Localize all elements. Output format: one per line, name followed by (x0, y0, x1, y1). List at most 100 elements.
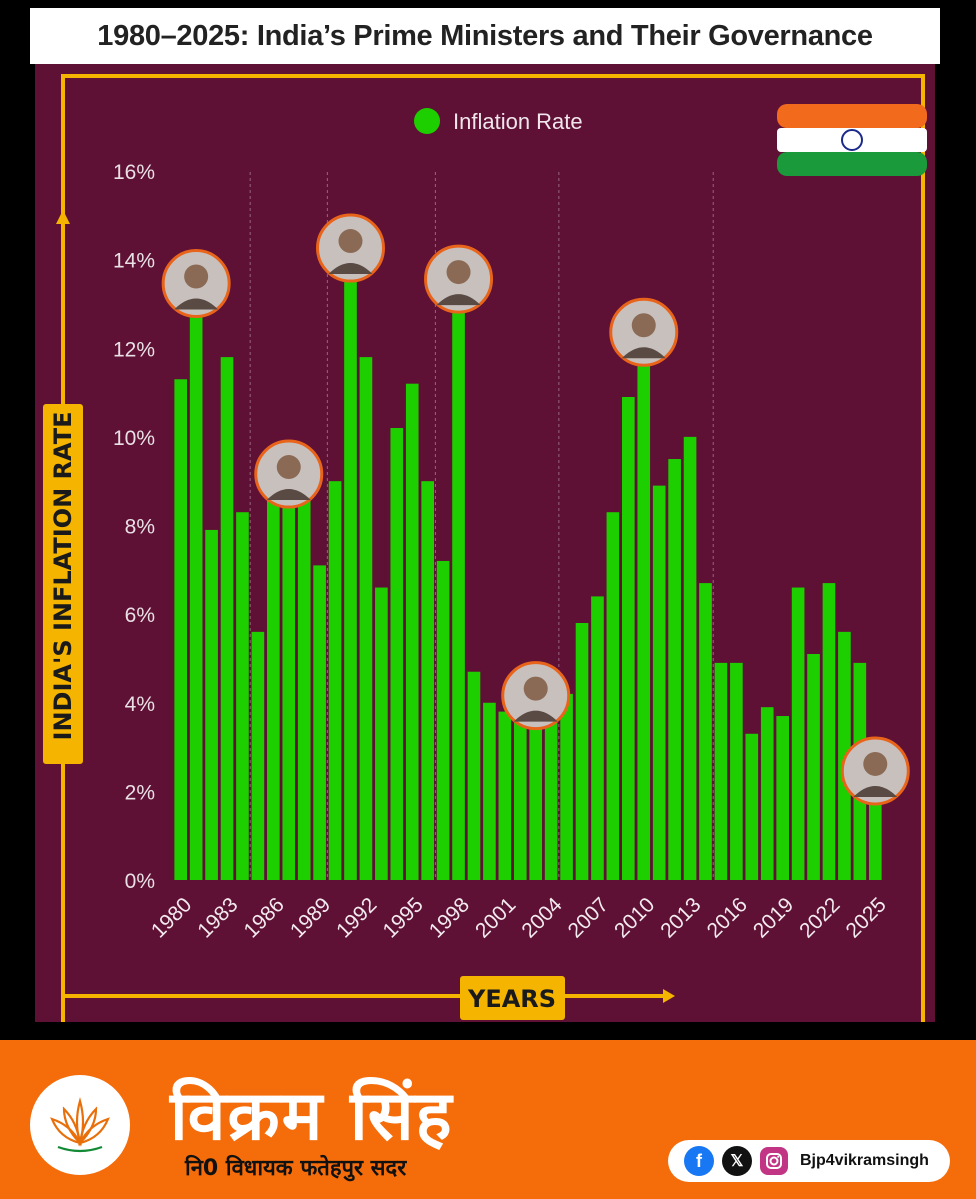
y-tick-label: 6% (125, 604, 155, 627)
bar-2010 (637, 348, 651, 880)
x-tick-label: 1998 (425, 893, 474, 942)
x-tick-label: 2016 (703, 893, 752, 942)
pm-portrait-face-6 (631, 313, 656, 338)
bar-2004 (544, 711, 558, 880)
footer-banner: विक्रम सिंह नि0 विधायक फतेहपुर सदर f 𝕏 B… (0, 1040, 976, 1199)
bar-1988 (297, 463, 311, 880)
lotus-logo (30, 1075, 130, 1175)
y-tick-label: 14% (113, 250, 155, 273)
bar-2011 (652, 485, 666, 880)
pm-portrait-shoulders-5 (513, 710, 558, 722)
flag-chakra-icon (841, 129, 863, 151)
x-tick-label: 1980 (147, 893, 196, 942)
bar-2002 (513, 689, 527, 880)
bar-2013 (683, 436, 697, 880)
facebook-icon[interactable]: f (684, 1146, 714, 1176)
bar-1993 (375, 587, 388, 880)
y-tick-label: 12% (113, 338, 155, 361)
pm-portrait-shoulders-1 (174, 298, 219, 310)
x-icon[interactable]: 𝕏 (722, 1146, 752, 1176)
bar-1980 (174, 379, 188, 880)
pm-portrait-face-3 (338, 229, 363, 254)
x-axis-arrowhead (663, 989, 675, 1003)
bar-2017 (745, 733, 759, 880)
x-tick-label: 2004 (517, 893, 567, 943)
bar-2020 (791, 587, 805, 880)
flag-green-band (777, 152, 927, 176)
x-tick-label: 2001 (471, 893, 520, 942)
x-axis-title-badge (460, 976, 565, 1020)
bar-1998 (452, 295, 465, 880)
bar-1990 (328, 481, 342, 880)
bar-2007 (591, 596, 604, 880)
x-tick-label: 1983 (193, 893, 242, 942)
y-tick-label: 2% (125, 781, 155, 804)
candidate-name: विक्रम सिंह (170, 1077, 454, 1156)
chart-title: 1980–2025: India’s Prime Ministers and T… (97, 19, 873, 52)
bar-1986 (267, 494, 280, 880)
y-tick-label: 10% (113, 427, 155, 450)
chart-panel: 0% 2% 4% 6% 8% 10% 12% 14% 16% 1980 1983 1986 1989 19… (35, 64, 935, 1022)
chart-title-banner: 1980–2025: India’s Prime Ministers and T… (30, 8, 940, 64)
x-tick-label: 1986 (240, 893, 289, 942)
pm-portrait-face-2 (276, 455, 301, 480)
x-tick-label: 2013 (656, 893, 705, 942)
bar-1994 (390, 428, 404, 880)
x-tick-label: 2022 (795, 893, 844, 942)
bar-2014 (699, 583, 712, 880)
x-tick-label: 2007 (564, 893, 613, 942)
pm-portrait-shoulders-6 (621, 347, 666, 359)
flag-white-band (777, 128, 927, 152)
bar-2021 (807, 654, 820, 880)
bar-2016 (730, 662, 743, 880)
x-tick-label: 2019 (749, 893, 798, 942)
bar-1997 (436, 560, 450, 880)
pm-portrait-shoulders-7 (853, 785, 898, 797)
bar-2003 (529, 711, 543, 880)
x-tick-label: 1995 (378, 893, 427, 942)
social-handle[interactable]: Bjp4vikramsingh (800, 1152, 929, 1169)
x-tick-label: 1989 (286, 893, 335, 942)
pm-portrait-shoulders-4 (436, 294, 481, 306)
bar-1981 (189, 299, 203, 881)
x-axis-title: YEARS (467, 985, 556, 1013)
bar-1987 (282, 490, 296, 880)
bar-2015 (714, 662, 728, 880)
pm-portrait-face-5 (523, 676, 548, 701)
x-tick-label: 2010 (610, 893, 659, 942)
pm-portrait-shoulders-2 (266, 489, 311, 501)
y-tick-label: 8% (125, 516, 155, 539)
pm-portrait-face-7 (863, 751, 888, 776)
bar-2019 (776, 716, 789, 880)
bar-2012 (668, 459, 681, 880)
social-bar: f 𝕏 Bjp4vikramsingh (668, 1140, 950, 1182)
candidate-subtitle: नि0 विधायक फतेहपुर सदर (185, 1156, 407, 1181)
bar-1999 (467, 671, 481, 880)
bar-1985 (251, 631, 265, 880)
bar-2001 (498, 711, 512, 880)
bar-2008 (606, 512, 620, 880)
pm-portrait-face-4 (446, 260, 471, 285)
instagram-icon[interactable] (760, 1147, 788, 1175)
x-tick-label: 2025 (842, 893, 891, 942)
y-axis-title: INDIA'S INFLATION RATE (49, 412, 77, 741)
bar-2018 (760, 707, 774, 880)
bar-1989 (313, 565, 326, 880)
bar-1991 (344, 264, 357, 880)
bar-1982 (205, 529, 218, 880)
bar-2025 (868, 786, 882, 880)
y-tick-label: 4% (125, 693, 155, 716)
y-axis-arrowhead (56, 210, 70, 224)
legend-label: Inflation Rate (453, 109, 583, 134)
y-tick-label: 16% (113, 161, 155, 184)
flag-saffron-band (777, 104, 927, 128)
bar-2005 (560, 693, 573, 880)
y-tick-label: 0% (125, 870, 155, 893)
inflation-chart: 0%2%4%6%8%10%12%14%16%198019831986198919… (43, 74, 927, 1022)
x-tick-label: 1992 (332, 893, 381, 942)
bar-2022 (822, 583, 836, 880)
bar-1995 (405, 383, 419, 880)
y-axis-title-badge (43, 404, 83, 764)
legend-swatch (414, 108, 440, 134)
bar-1983 (220, 357, 234, 880)
